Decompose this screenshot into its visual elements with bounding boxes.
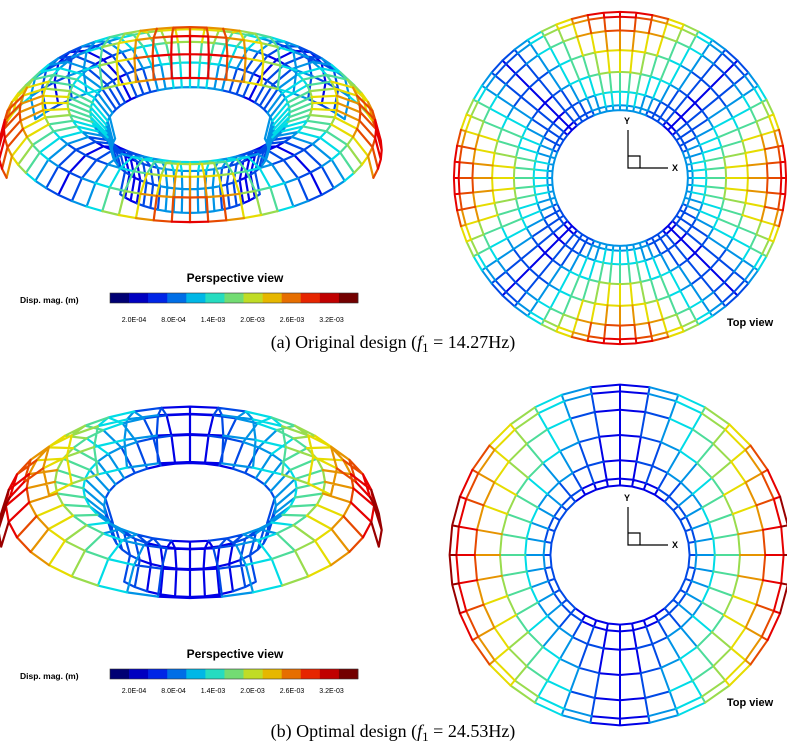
caption-suffix: = 24.53Hz) <box>429 721 516 742</box>
colorbar-cell <box>339 293 358 303</box>
colorbar-cell <box>148 669 167 679</box>
colorbar-tick-label: 3.2E-03 <box>319 688 344 695</box>
figure: Y X Perspective view Top view Disp. mag. (m)… <box>0 0 787 755</box>
caption-prefix: (a) Original design ( <box>271 332 417 353</box>
colorbar-tick-label: 8.0E-04 <box>161 688 186 695</box>
colorbar-cell <box>186 669 205 679</box>
colorbar-cell <box>339 669 358 679</box>
colorbar-cell <box>186 293 205 303</box>
top-view-label: Top view <box>727 317 774 329</box>
colorbar-tick-label: 2.0E-03 <box>240 317 265 324</box>
perspective-label: Perspective view <box>187 647 284 661</box>
colorbar-cell <box>320 669 339 679</box>
colorbar-tick-label: 3.2E-03 <box>319 317 344 324</box>
mesh-members <box>0 490 382 547</box>
panel-b: Y X Perspective view Top view Disp. mag. (m)… <box>0 385 787 744</box>
colorbar-cell <box>282 669 301 679</box>
mesh-members <box>575 385 664 726</box>
colorbar-cell <box>301 669 320 679</box>
axis-y-label: Y <box>624 493 630 503</box>
colorbar-cell <box>244 293 263 303</box>
colorbar-tick-label: 1.4E-03 <box>201 317 226 324</box>
colorbar-cell <box>167 293 186 303</box>
colorbar-cell <box>205 293 224 303</box>
colorbar-cell <box>167 669 186 679</box>
colorbar-tick-label: 2.6E-03 <box>280 688 305 695</box>
colorbar-tick-label: 2.0E-04 <box>122 688 147 695</box>
page: Y X Perspective view Top view Disp. mag. (m)… <box>0 0 787 755</box>
colorbar-tick-label: 2.6E-03 <box>280 317 305 324</box>
caption-prefix: (b) Optimal design ( <box>271 721 417 742</box>
perspective-label: Perspective view <box>187 271 284 285</box>
colorbar-title: Disp. mag. (m) <box>20 671 79 681</box>
colorbar-cell <box>301 293 320 303</box>
colorbar-cell <box>205 669 224 679</box>
top-view-label: Top view <box>727 697 774 709</box>
colorbar-cell <box>282 293 301 303</box>
axis-x-label: X <box>672 540 678 550</box>
colorbar-tick-label: 1.4E-03 <box>201 688 226 695</box>
colorbar-title: Disp. mag. (m) <box>20 295 79 305</box>
caption: (b) Optimal design (f1 = 24.53Hz) <box>271 721 516 744</box>
colorbar-cell <box>244 669 263 679</box>
colorbar-tick-label: 2.0E-03 <box>240 688 265 695</box>
colorbar-cell <box>224 669 243 679</box>
axis-x-label: X <box>672 163 678 173</box>
colorbar-tick-label: 2.0E-04 <box>122 317 147 324</box>
colorbar-cell <box>263 669 282 679</box>
caption-suffix: = 14.27Hz) <box>429 332 516 353</box>
colorbar-tick-label: 8.0E-04 <box>161 317 186 324</box>
colorbar-cell <box>110 669 129 679</box>
colorbar-cell <box>129 669 148 679</box>
colorbar-cell <box>129 293 148 303</box>
colorbar-cell <box>320 293 339 303</box>
caption: (a) Original design (f1 = 14.27Hz) <box>271 332 516 355</box>
axis-icon <box>628 507 668 545</box>
colorbar-cell <box>263 293 282 303</box>
axis-y-label: Y <box>624 116 630 126</box>
colorbar-cell <box>148 293 167 303</box>
panel-a: Y X Perspective view Top view Disp. mag. (m)… <box>0 12 786 355</box>
colorbar-cell <box>110 293 129 303</box>
colorbar-cell <box>224 293 243 303</box>
axis-icon <box>628 130 668 168</box>
